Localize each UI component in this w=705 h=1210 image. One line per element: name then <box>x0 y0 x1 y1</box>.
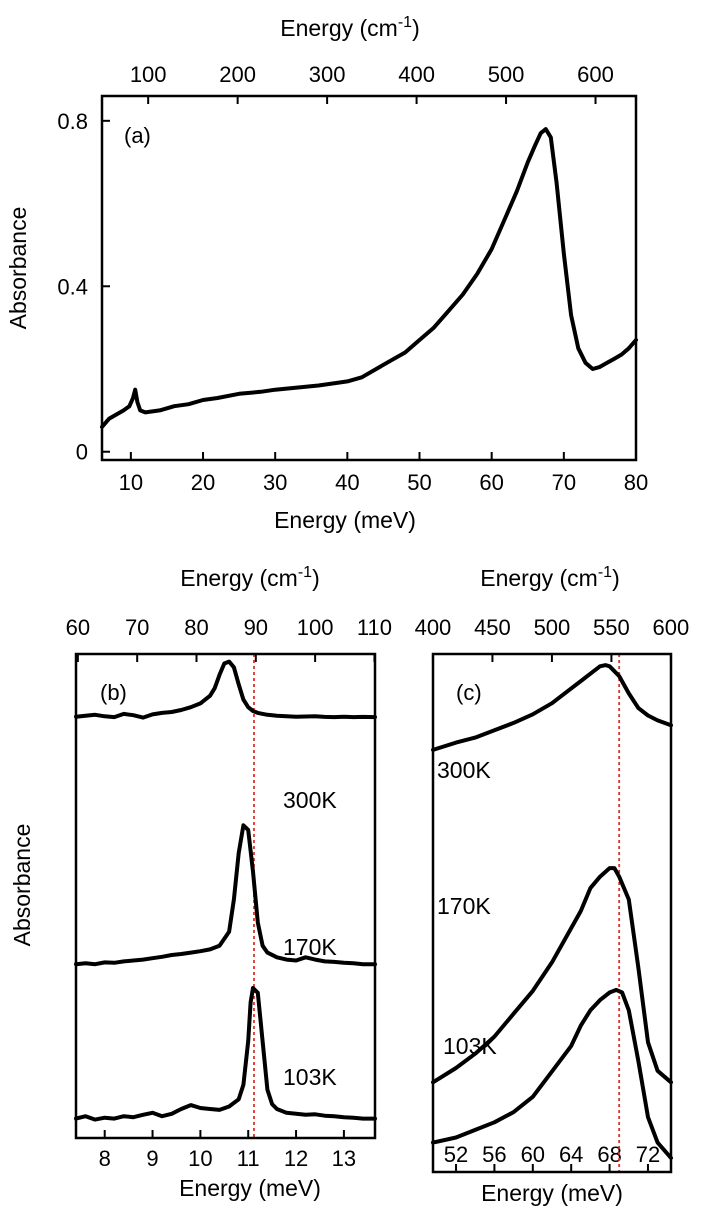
x-tick-label: 13 <box>332 1146 356 1171</box>
panel-b-label-300k: 300K <box>283 787 337 813</box>
panel-c-label: (c) <box>456 680 482 705</box>
panel-c-top-ticks: 400 450 500 550 600 <box>415 615 690 662</box>
top-tick-label: 600 <box>653 615 690 640</box>
curve-103k <box>74 986 377 1122</box>
panel-a-x-ticks: 10 20 30 40 50 60 70 80 <box>119 452 648 495</box>
curve-300k <box>431 663 673 752</box>
x-tick-label: 80 <box>624 470 648 495</box>
panel-a-label: (a) <box>124 123 151 148</box>
panel-c-label-170k: 170K <box>437 893 491 919</box>
x-tick-label: 52 <box>444 1142 468 1167</box>
x-tick-label: 30 <box>263 470 287 495</box>
x-tick-label: 8 <box>99 1146 111 1171</box>
top-tick-label: 550 <box>593 615 630 640</box>
x-tick-label: 70 <box>552 470 576 495</box>
x-tick-label: 60 <box>521 1142 545 1167</box>
panel-b-label: (b) <box>100 680 127 705</box>
panel-c-frame <box>431 652 673 1174</box>
x-tick-label: 68 <box>597 1142 621 1167</box>
x-tick-label: 50 <box>407 470 431 495</box>
panel-b-label-170k: 170K <box>283 934 337 960</box>
curve-170k <box>431 866 673 1085</box>
panel-b-x-ticks: 8 9 10 11 12 13 <box>99 1130 356 1171</box>
panel-a-top-axis-title: Energy (cm-1) <box>280 14 420 41</box>
x-tick-label: 64 <box>559 1142 583 1167</box>
panel-a-frame <box>100 94 638 462</box>
curve-300k <box>74 659 377 720</box>
top-tick-label: 200 <box>219 62 256 87</box>
panel-c-label-103k: 103K <box>443 1033 497 1059</box>
curve-170k <box>74 823 377 967</box>
top-tick-label: 80 <box>184 615 208 640</box>
y-tick-label: 0 <box>76 440 88 465</box>
panel-c: Energy (cm-1) 400 450 500 550 600 52 56 60 64 68… <box>415 564 690 1206</box>
panel-b-top-ticks: 60 70 80 90 100 110 <box>66 615 392 662</box>
y-tick-label: 0.8 <box>57 109 88 134</box>
panel-b-curves <box>74 659 377 1122</box>
x-tick-label: 9 <box>146 1146 158 1171</box>
panel-c-curves <box>431 663 673 1160</box>
top-tick-label: 100 <box>297 615 334 640</box>
y-tick-label: 0.4 <box>57 274 88 299</box>
x-tick-label: 72 <box>636 1142 660 1167</box>
panel-b-x-axis-title: Energy (meV) <box>179 1175 321 1201</box>
x-tick-label: 56 <box>482 1142 506 1167</box>
panel-b: Energy (cm-1) 60 70 80 90 100 110 8 9 10 11 12 13 … <box>9 564 392 1201</box>
panel-c-x-axis-title: Energy (meV) <box>481 1180 623 1206</box>
top-tick-label: 110 <box>357 615 392 640</box>
panel-b-label-103k: 103K <box>283 1064 337 1090</box>
top-tick-label: 300 <box>309 62 346 87</box>
panel-b-frame <box>74 652 377 1140</box>
top-tick-label: 90 <box>244 615 268 640</box>
x-tick-label: 40 <box>335 470 359 495</box>
top-tick-label: 400 <box>415 615 452 640</box>
panel-a-y-ticks: 0 0.4 0.8 <box>57 109 110 465</box>
panel-c-top-axis-title: Energy (cm-1) <box>480 564 620 591</box>
x-tick-label: 11 <box>237 1146 260 1171</box>
curve-103k <box>431 987 673 1160</box>
panel-a-absorbance-curve <box>100 127 638 429</box>
top-tick-label: 60 <box>66 615 90 640</box>
x-tick-label: 60 <box>479 470 503 495</box>
top-tick-label: 400 <box>398 62 435 87</box>
panel-a-x-axis-title: Energy (meV) <box>274 507 416 533</box>
panel-b-y-axis-title: Absorbance <box>9 824 35 947</box>
panel-c-label-300k: 300K <box>437 757 491 783</box>
panel-a-top-ticks: 100 200 300 400 500 600 <box>130 62 614 104</box>
x-tick-label: 10 <box>188 1146 212 1171</box>
panel-a-y-axis-title: Absorbance <box>5 207 31 330</box>
top-tick-label: 500 <box>534 615 571 640</box>
panel-c-x-ticks: 52 56 60 64 68 72 <box>444 1142 660 1172</box>
x-tick-label: 10 <box>119 470 143 495</box>
x-tick-label: 12 <box>284 1146 308 1171</box>
panel-b-top-axis-title: Energy (cm-1) <box>180 564 320 591</box>
top-tick-label: 100 <box>130 62 167 87</box>
top-tick-label: 450 <box>474 615 511 640</box>
x-tick-label: 20 <box>191 470 215 495</box>
top-tick-label: 500 <box>488 62 525 87</box>
top-tick-label: 600 <box>577 62 614 87</box>
panel-a: Energy (cm-1) 100 200 300 400 500 600 0 0.4 0.8… <box>5 14 648 533</box>
top-tick-label: 70 <box>125 615 149 640</box>
